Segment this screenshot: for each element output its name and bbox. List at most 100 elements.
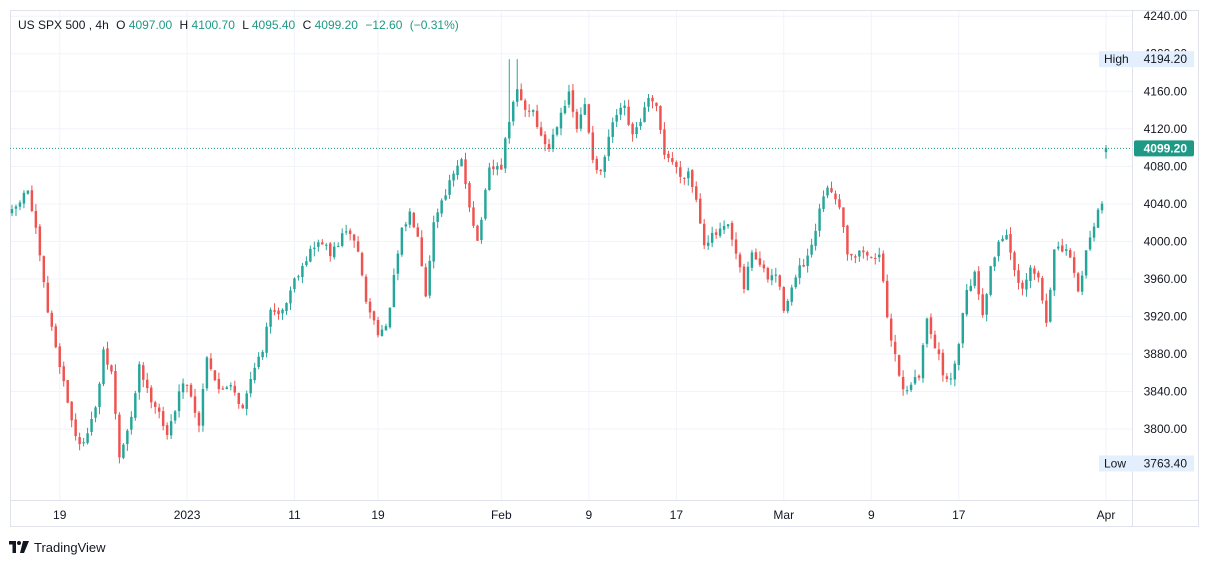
price-axis[interactable]: 3800.00 3840.00 3880.00 3920.00 3960.00 4000.… [1144, 9, 1188, 436]
candle-body [173, 411, 177, 421]
change-value: −12.60 [365, 18, 402, 32]
candle-body [953, 363, 957, 380]
candle-body [392, 275, 396, 308]
candle-body [193, 396, 197, 413]
candle-body [718, 228, 722, 236]
high-label: H [180, 18, 189, 32]
time-tick-label: 9 [868, 508, 875, 522]
candle-body [157, 407, 161, 412]
candle-body [802, 264, 805, 267]
price-tick-label: 4120.00 [1144, 122, 1188, 136]
candle-body [452, 173, 455, 181]
price-tick-label: 4000.00 [1144, 234, 1188, 248]
candle-body [683, 177, 686, 179]
time-tick-label: 11 [288, 508, 301, 522]
candle-body [663, 129, 666, 155]
candle-body [1084, 250, 1088, 276]
candle-body [547, 144, 551, 149]
candle-body [297, 276, 300, 278]
candle-body [142, 365, 145, 380]
candle-body [889, 318, 893, 341]
candle-body [356, 241, 360, 252]
candle-body [488, 167, 491, 190]
candle-body [169, 421, 173, 436]
candle-body [384, 326, 388, 331]
candle-body [798, 265, 801, 278]
candle-body [774, 274, 778, 276]
candle-body [778, 275, 782, 287]
candle-body [722, 225, 726, 230]
time-axis[interactable]: 19 2023 11 19 Feb 9 17 Mar 9 17 Apr [53, 508, 1115, 522]
candle-body [42, 256, 46, 283]
candle-body [249, 378, 252, 394]
candle-body [98, 383, 101, 408]
candle-body [949, 378, 953, 380]
candle-body [1009, 234, 1012, 253]
candle-body [742, 266, 746, 290]
candle-body [603, 156, 606, 172]
candle-body [496, 166, 499, 170]
candle-body [647, 97, 650, 107]
candle-body [1064, 249, 1068, 251]
candle-body [504, 138, 507, 169]
candle-body [253, 367, 256, 381]
candle-body [146, 379, 149, 389]
candle-body [750, 252, 754, 268]
candle-body [941, 352, 945, 376]
candle-body [432, 222, 435, 262]
candle-body [138, 364, 141, 393]
candle-body [567, 91, 571, 105]
candle-body [305, 261, 308, 266]
candle-body [78, 437, 81, 445]
candle-body [388, 307, 392, 328]
candles[interactable] [10, 59, 1108, 464]
tradingview-logo-icon [9, 541, 29, 553]
candle-body [209, 358, 213, 370]
candle-body [814, 231, 817, 246]
low-badge-value: 3763.40 [1144, 456, 1188, 470]
candle-body [575, 111, 579, 129]
candle-body [921, 345, 925, 379]
candle-body [762, 264, 766, 269]
candle-body [309, 248, 312, 262]
candle-body [710, 232, 714, 243]
candle-body [1045, 300, 1048, 323]
candle-body [702, 223, 706, 246]
candle-body [221, 388, 225, 390]
candle-body [1005, 235, 1008, 240]
candle-body [806, 255, 809, 267]
candle-body [1080, 275, 1084, 292]
candle-body [591, 132, 595, 160]
candle-body [897, 355, 901, 376]
time-tick-label: 2023 [174, 508, 201, 522]
candle-body [893, 341, 897, 355]
candle-body [165, 425, 169, 435]
candle-body [691, 170, 694, 188]
candle-body [265, 326, 268, 353]
candle-body [301, 266, 304, 278]
tradingview-attribution[interactable]: TradingView [9, 538, 106, 556]
candle-body [273, 310, 276, 312]
candle-body [66, 380, 69, 403]
candle-body [587, 104, 591, 133]
candle-body [945, 376, 949, 380]
candle-body [766, 268, 770, 280]
price-tick-label: 3840.00 [1144, 385, 1188, 399]
candle-body [981, 294, 984, 316]
candle-body [472, 207, 475, 226]
candle-body [957, 344, 961, 365]
candle-body [448, 180, 451, 195]
candle-body [870, 256, 873, 258]
candle-body [1041, 278, 1044, 301]
candle-body [444, 195, 447, 200]
high-value: 4100.70 [192, 18, 236, 32]
candle-body [599, 169, 603, 172]
candle-body [714, 232, 718, 235]
candle-body [50, 312, 54, 327]
candle-body [830, 188, 833, 193]
candle-body [118, 414, 121, 458]
candle-body [786, 300, 789, 312]
candle-body [901, 376, 905, 390]
candle-body [535, 110, 539, 127]
candle-body [1100, 203, 1104, 211]
